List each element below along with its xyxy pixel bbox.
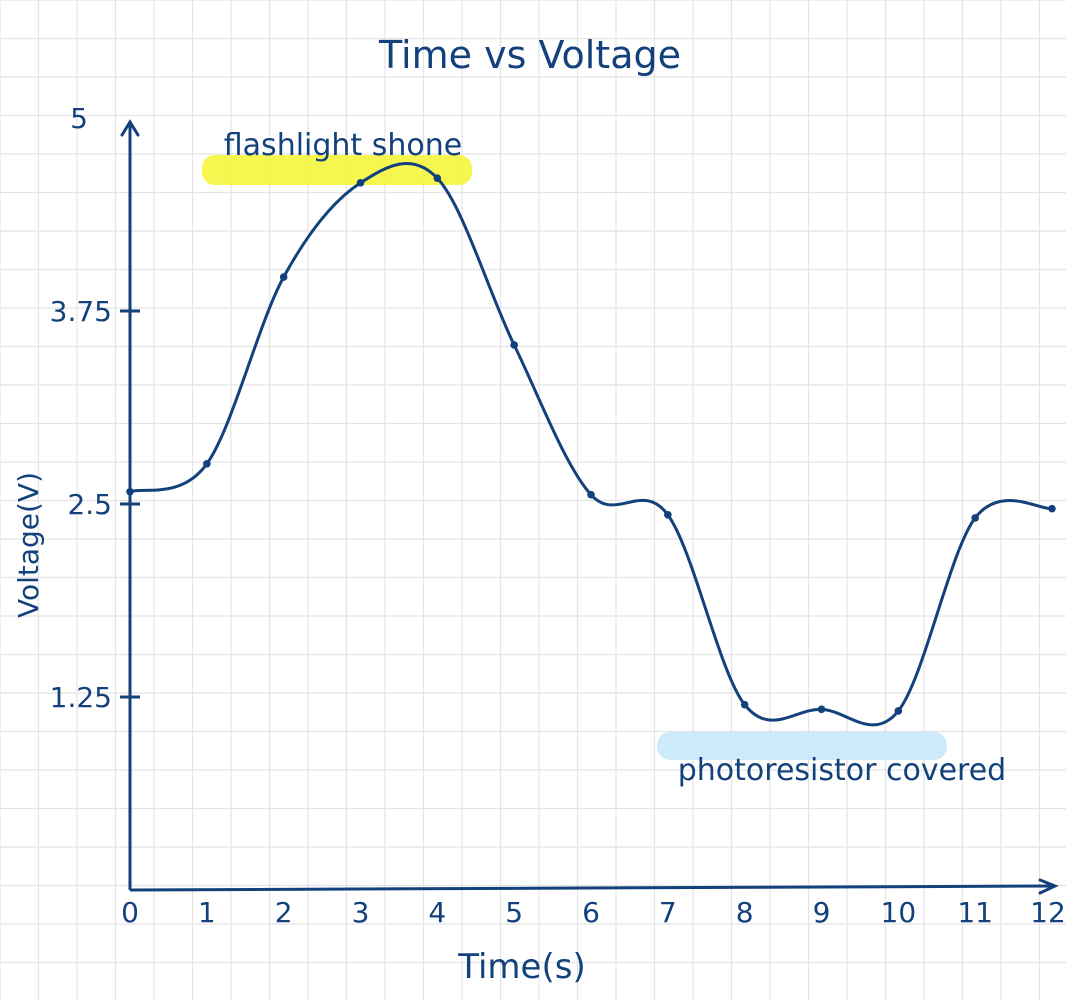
- annotations: flashlight shone photoresistor covered: [202, 128, 1006, 788]
- data-point: [894, 707, 903, 715]
- data-point: [433, 174, 442, 183]
- axes: [120, 119, 1059, 895]
- y-ticks: 1.25 2.5 3.75 5: [50, 102, 140, 714]
- data-point: [587, 490, 595, 499]
- x-tick-label: 2: [275, 896, 293, 929]
- x-tick-label: 10: [881, 896, 917, 929]
- annotation-label: photoresistor covered: [678, 753, 1006, 788]
- data-point: [664, 511, 672, 519]
- x-tick-label: 4: [428, 896, 446, 929]
- data-point: [817, 705, 826, 714]
- x-axis-line: [129, 884, 1053, 892]
- y-tick-label: 3.75: [50, 295, 112, 328]
- data-point: [279, 273, 288, 281]
- x-tick-label: 9: [813, 896, 831, 929]
- x-tick-label: 11: [957, 896, 993, 929]
- x-axis-label: Time(s): [457, 947, 585, 987]
- x-tick-label: 0: [121, 896, 139, 929]
- x-tick-label: 12: [1030, 896, 1066, 929]
- y-axis-label: Voltage(V): [12, 472, 45, 618]
- x-ticks: 0 1 2 3 4 5 6 7 8 9 10 11 12: [121, 896, 1066, 929]
- x-tick-label: 5: [505, 896, 523, 929]
- data-point: [740, 700, 749, 709]
- y-axis-arrow: [120, 119, 140, 137]
- y-tick-label: 2.5: [67, 488, 112, 521]
- series-voltage: [126, 161, 1056, 727]
- y-tick-label: 5: [70, 102, 88, 135]
- x-axis-arrow: [1038, 878, 1059, 895]
- x-tick-label: 6: [582, 896, 600, 929]
- chart-title: Time vs Voltage: [378, 33, 681, 77]
- data-point: [1048, 504, 1056, 513]
- x-tick-label: 8: [736, 896, 754, 929]
- y-tick-label: 1.25: [50, 681, 112, 714]
- data-point: [126, 487, 134, 496]
- annotation-highlight: [657, 732, 947, 760]
- series-line: [128, 161, 1054, 727]
- data-point: [510, 341, 518, 349]
- annotation-label: flashlight shone: [224, 128, 462, 163]
- data-point: [971, 514, 979, 522]
- x-tick-label: 1: [198, 896, 216, 929]
- data-point: [203, 460, 211, 468]
- data-point: [356, 179, 365, 187]
- x-tick-label: 3: [352, 896, 370, 929]
- x-tick-label: 7: [659, 896, 677, 929]
